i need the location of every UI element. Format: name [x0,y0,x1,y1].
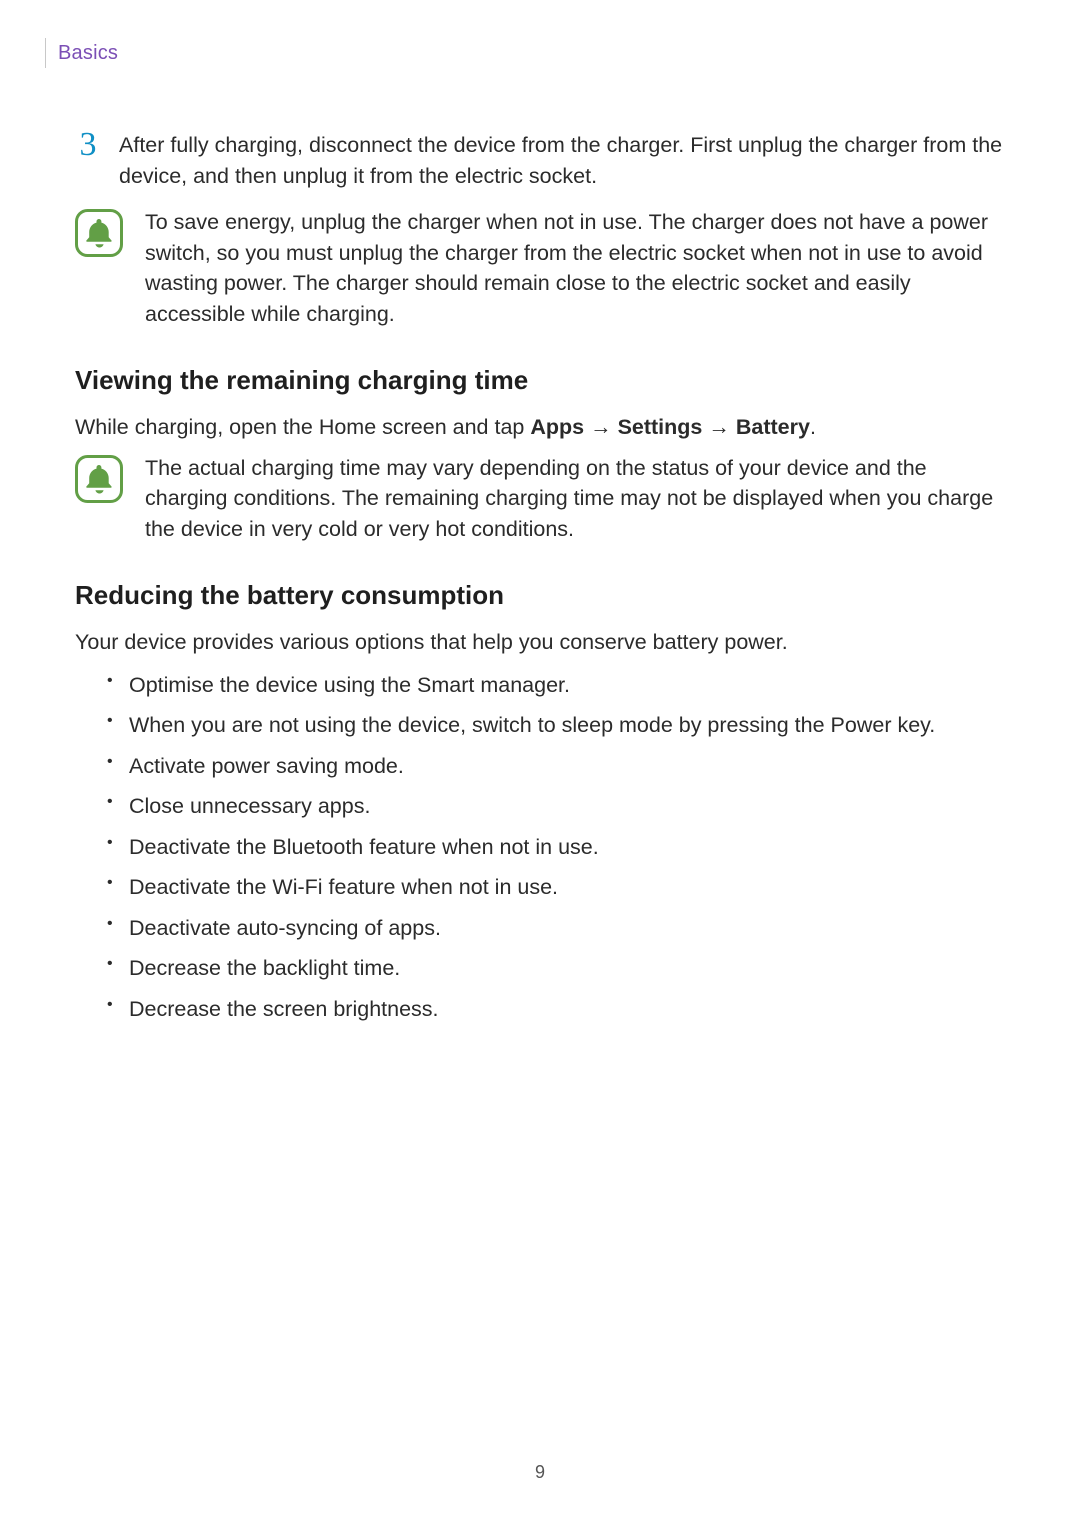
note-text-2: The actual charging time may vary depend… [145,453,1005,545]
list-item: Activate power saving mode. [107,751,1005,782]
nav-period: . [810,415,816,439]
nav-path-paragraph: While charging, open the Home screen and… [75,412,1005,443]
info-bell-icon [75,455,123,508]
header-topic: Basics [58,42,118,65]
list-item: Deactivate the Bluetooth feature when no… [107,832,1005,863]
list-item: Decrease the screen brightness. [107,994,1005,1025]
arrow-icon: → [702,415,735,439]
arrow-icon: → [584,415,617,439]
list-item: Decrease the backlight time. [107,953,1005,984]
header-rule [45,38,46,68]
info-bell-icon [75,209,123,262]
step-text: After fully charging, disconnect the dev… [119,128,1005,191]
list-item: Close unnecessary apps. [107,791,1005,822]
nav-battery: Battery [736,415,810,439]
nav-apps: Apps [530,415,584,439]
bullet-list: Optimise the device using the Smart mana… [75,670,1005,1025]
nav-lead: While charging, open the Home screen and… [75,415,530,439]
note-block-2: The actual charging time may vary depend… [75,453,1005,545]
step-row: 3 After fully charging, disconnect the d… [75,128,1005,191]
step-number: 3 [75,128,101,162]
list-item: Deactivate auto-syncing of apps. [107,913,1005,944]
list-item: When you are not using the device, switc… [107,710,1005,741]
page: Basics 3 After fully charging, disconnec… [0,0,1080,1527]
heading-viewing-time: Viewing the remaining charging time [75,365,1005,396]
list-item: Deactivate the Wi-Fi feature when not in… [107,872,1005,903]
note-block-1: To save energy, unplug the charger when … [75,207,1005,329]
nav-settings: Settings [618,415,703,439]
reducing-lead: Your device provides various options tha… [75,627,1005,658]
running-header: Basics [45,38,1005,68]
page-number: 9 [0,1462,1080,1483]
heading-reducing-consumption: Reducing the battery consumption [75,580,1005,611]
note-text-1: To save energy, unplug the charger when … [145,207,1005,329]
list-item: Optimise the device using the Smart mana… [107,670,1005,701]
